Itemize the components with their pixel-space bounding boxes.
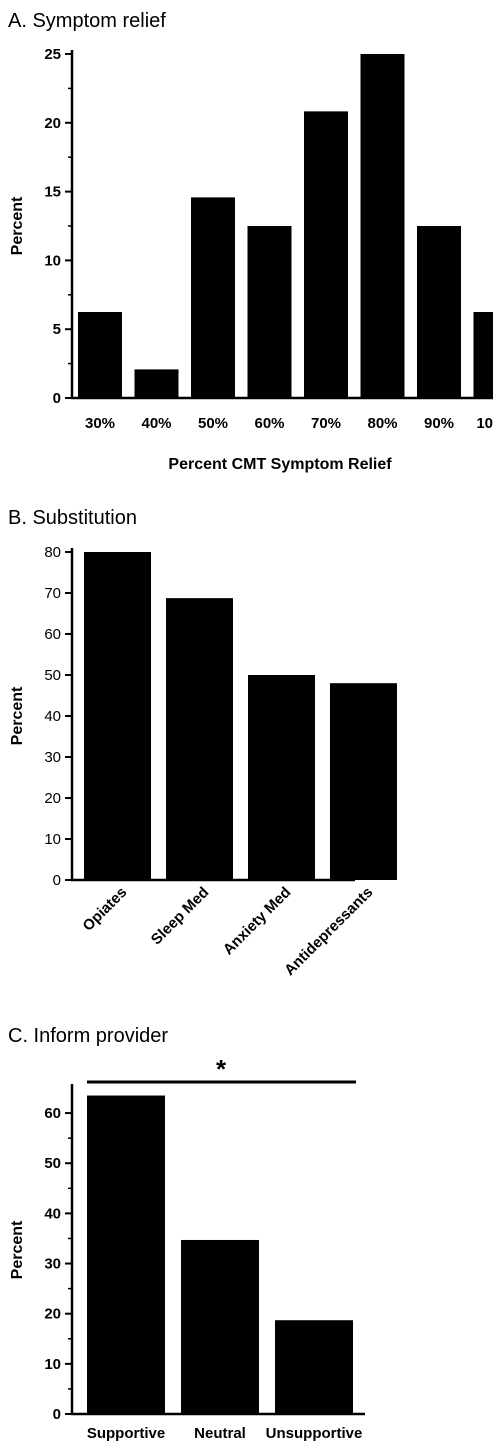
panel-a-bar-1 [134,369,179,398]
panel-a-y-tick-label-5: 25 [44,46,61,63]
panel-c-x-tick-labels: Supportive Neutral Unsupportive [87,1425,363,1442]
panel-a-bar-2 [191,197,235,398]
panel-b-y-tick-label-4: 40 [44,708,61,725]
panel-b-title: B. Substitution [8,507,137,529]
panel-b-y-tick-label-5: 50 [44,667,61,684]
panel-a-x-tick-label-4: 70% [311,415,341,432]
panel-b-axes [70,548,355,882]
panel-a-y-tick-label-1: 5 [53,321,61,338]
panel-c-y-axis-title: Percent [9,1220,26,1279]
panel-b-bar-0 [84,552,151,880]
panel-a-x-tick-label-3: 60% [254,415,284,432]
panel-a-bar-3 [247,226,292,398]
panel-c-y-tick-label-1: 10 [44,1356,61,1373]
panel-a-y-ticks: 0 5 10 15 20 25 [44,46,72,407]
panel-a-axes [70,50,493,400]
panel-a-x-tick-labels: 30% 40% 50% 60% 70% 80% 90% 100% [85,415,493,432]
panel-a-y-tick-label-4: 20 [44,115,61,132]
panel-a-x-tick-label-5: 80% [367,415,397,432]
panel-c-significance-marker: * [216,1054,227,1084]
panel-b-y-tick-label-7: 70 [44,585,61,602]
panel-b-y-tick-label-3: 30 [44,749,61,766]
panel-b-y-tick-label-2: 20 [44,790,61,807]
panel-b-x-tick-label-2: Anxiety Med [220,884,295,959]
panel-c-y-tick-label-0: 0 [53,1406,61,1423]
panel-c-bars [87,1095,353,1414]
panel-a-x-tick-label-7: 100% [476,415,493,432]
panel-a-y-tick-label-2: 10 [44,252,61,269]
panel-c-title: C. Inform provider [8,1025,168,1047]
panel-a-title: A. Symptom relief [8,10,166,32]
panel-b-x-tick-labels: Opiates Sleep Med Anxiety MedAntidepressan… [79,884,376,979]
panel-c-y-tick-label-5: 50 [44,1155,61,1172]
panel-a-x-tick-label-0: 30% [85,415,115,432]
panel-b-y-axis-title: Percent [9,686,26,745]
panel-b-x-tick-label-1: Sleep Med [148,884,212,948]
panel-b-y-tick-label-1: 10 [44,831,61,848]
panel-b-y-ticks: 0 10 20 30 40 50 60 70 80 [44,544,72,889]
panel-c-bar-2 [275,1320,353,1414]
panel-a-x-tick-label-6: 90% [424,415,454,432]
panel-b-y-tick-label-8: 80 [44,544,61,561]
panel-c-x-tick-label-1: Neutral [194,1425,246,1442]
panel-a-bar-4 [304,111,348,398]
panel-a-bar-6 [417,226,461,398]
panel-a-y-tick-label-3: 15 [44,184,61,201]
panel-c-bar-0 [87,1095,165,1414]
panel-b-bar-1 [166,598,233,880]
panel-b-bars [84,552,397,880]
panel-a-bar-5 [360,54,405,398]
panel-c-x-tick-label-0: Supportive [87,1425,165,1442]
panel-c-y-tick-label-2: 20 [44,1306,61,1323]
panel-c-y-tick-label-4: 40 [44,1205,61,1222]
panel-b-y-tick-label-0: 0 [53,872,61,889]
panel-b-bar-3 [330,683,397,880]
panel-a-bar-0 [78,312,122,398]
panel-c-y-ticks: 0 10 20 30 40 50 60 [44,1105,72,1423]
panel-b-x-tick-label-0: Opiates [79,884,130,935]
panel-b-x-tick-label-3: Antidepressants [281,884,376,979]
panel-b-y-tick-label-6: 60 [44,626,61,643]
panel-a-x-tick-label-1: 40% [141,415,171,432]
panel-c-inform-provider: C. Inform provider Percent * 0 10 20 30 40 50… [8,1025,365,1442]
panel-a-y-axis-title: Percent [9,196,26,255]
panel-c-y-tick-label-6: 60 [44,1105,61,1122]
panel-a-x-tick-label-2: 50% [198,415,228,432]
panel-c-bar-1 [181,1239,259,1414]
panel-b-bar-2 [248,675,315,880]
panel-c-x-tick-label-2: Unsupportive [266,1425,363,1442]
panel-a-symptom-relief: A. Symptom relief Percent Percent CMT Sy… [8,10,493,473]
panel-a-x-axis-title: Percent CMT Symptom Relief [168,456,392,473]
panel-c-y-tick-label-3: 30 [44,1256,61,1273]
panel-a-y-tick-label-0: 0 [53,390,61,407]
panel-b-substitution: B. Substitution Percent 0 10 20 30 40 50 60 70 8… [8,507,397,979]
panel-a-bar-7 [473,312,493,398]
panel-c-axes [70,1084,365,1416]
panel-a-bars [78,54,493,398]
